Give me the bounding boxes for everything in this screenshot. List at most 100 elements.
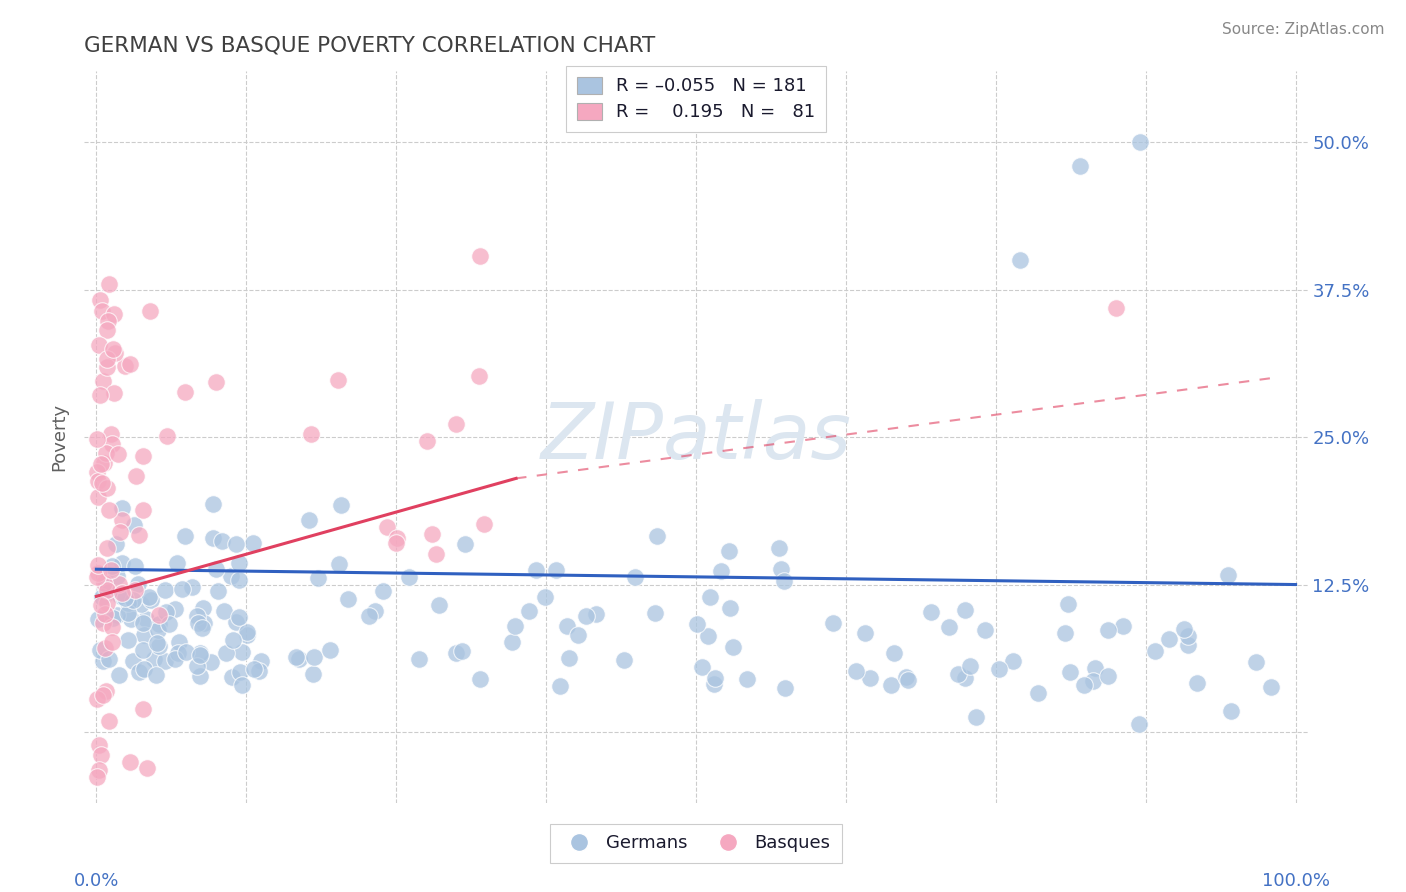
Point [122, 517, 145, 532]
Point [1185, 675, 1208, 690]
Point [87, 338, 110, 352]
Point [1001, 655, 1024, 669]
Point [93, 641, 115, 656]
Point [1143, 644, 1166, 658]
Point [1129, 135, 1152, 149]
Point [108, 667, 131, 681]
Point [94, 580, 117, 594]
Point [143, 652, 166, 666]
Point [697, 629, 720, 643]
Point [111, 585, 134, 599]
Point [187, 616, 209, 631]
Point [90, 476, 112, 491]
Point [231, 645, 253, 659]
Point [87, 738, 110, 752]
Point [167, 634, 190, 648]
Point [385, 531, 408, 545]
Point [548, 679, 571, 693]
Point [155, 605, 177, 619]
Point [302, 667, 325, 681]
Point [172, 582, 194, 597]
Point [328, 557, 350, 571]
Point [644, 606, 666, 620]
Point [128, 528, 150, 542]
Point [103, 386, 125, 401]
Point [188, 648, 211, 662]
Point [534, 591, 557, 605]
Point [145, 667, 167, 681]
Point [225, 537, 247, 551]
Point [114, 359, 136, 374]
Point [454, 537, 477, 551]
Point [503, 618, 526, 632]
Point [768, 541, 790, 556]
Point [120, 755, 142, 769]
Point [108, 525, 131, 540]
Point [107, 447, 129, 461]
Point [703, 677, 725, 691]
Point [229, 665, 252, 679]
Point [91, 688, 114, 702]
Point [236, 625, 259, 640]
Point [96, 582, 118, 597]
Point [1097, 669, 1119, 683]
Point [959, 659, 981, 673]
Point [717, 544, 740, 558]
Point [145, 636, 167, 650]
Point [86, 569, 108, 583]
Point [200, 655, 222, 669]
Point [105, 568, 128, 582]
Point [517, 603, 540, 617]
Point [104, 346, 127, 360]
Point [567, 628, 589, 642]
Point [86, 558, 108, 572]
Point [97, 314, 120, 328]
Point [105, 608, 128, 623]
Point [243, 662, 266, 676]
Point [685, 617, 707, 632]
Point [97, 714, 120, 729]
Point [148, 607, 170, 622]
Point [103, 307, 125, 321]
Point [718, 601, 741, 615]
Point [1084, 660, 1107, 674]
Point [97, 585, 120, 599]
Point [501, 635, 523, 649]
Point [174, 528, 197, 542]
Point [96, 481, 118, 495]
Point [1218, 567, 1240, 582]
Point [131, 702, 153, 716]
Point [624, 570, 647, 584]
Point [225, 615, 247, 630]
Point [98, 277, 121, 292]
Point [1260, 680, 1282, 694]
Point [100, 437, 122, 451]
Point [86, 692, 108, 706]
Point [468, 672, 491, 686]
Point [326, 374, 349, 388]
Point [236, 628, 259, 642]
Point [250, 654, 273, 668]
Point [897, 673, 920, 687]
Point [1069, 159, 1091, 173]
Point [1157, 632, 1180, 646]
Point [450, 644, 472, 658]
Point [1081, 673, 1104, 688]
Point [90, 747, 112, 762]
Point [96, 360, 118, 375]
Point [415, 434, 437, 448]
Point [132, 628, 155, 642]
Point [1220, 704, 1243, 718]
Point [1057, 597, 1080, 611]
Point [91, 654, 114, 668]
Point [1105, 301, 1128, 316]
Point [307, 571, 329, 585]
Point [207, 583, 229, 598]
Point [191, 621, 214, 635]
Point [129, 597, 152, 611]
Point [100, 426, 122, 441]
Point [124, 559, 146, 574]
Point [329, 498, 352, 512]
Point [90, 457, 112, 471]
Legend: Germans, Basques: Germans, Basques [550, 823, 842, 863]
